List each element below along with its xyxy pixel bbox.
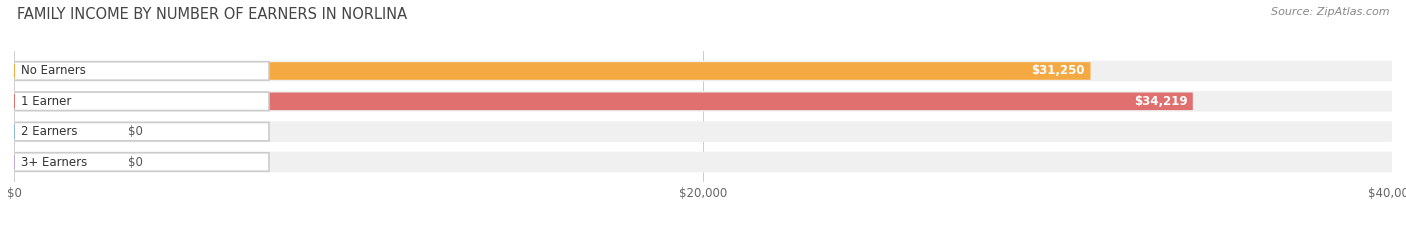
FancyBboxPatch shape [14,152,1392,172]
Text: $31,250: $31,250 [1032,65,1085,78]
FancyBboxPatch shape [14,121,1392,142]
FancyBboxPatch shape [14,61,1392,81]
FancyBboxPatch shape [14,153,118,171]
FancyBboxPatch shape [14,153,269,171]
Text: $34,219: $34,219 [1133,95,1187,108]
FancyBboxPatch shape [14,93,1192,110]
FancyBboxPatch shape [14,62,1091,80]
FancyBboxPatch shape [14,123,118,140]
Text: $0: $0 [128,125,143,138]
Text: 2 Earners: 2 Earners [21,125,77,138]
Text: 1 Earner: 1 Earner [21,95,72,108]
Text: No Earners: No Earners [21,65,86,78]
Text: FAMILY INCOME BY NUMBER OF EARNERS IN NORLINA: FAMILY INCOME BY NUMBER OF EARNERS IN NO… [17,7,406,22]
FancyBboxPatch shape [14,62,269,80]
Text: Source: ZipAtlas.com: Source: ZipAtlas.com [1271,7,1389,17]
FancyBboxPatch shape [14,92,269,111]
Text: $0: $0 [128,155,143,168]
FancyBboxPatch shape [14,122,269,141]
FancyBboxPatch shape [14,91,1392,112]
Text: 3+ Earners: 3+ Earners [21,155,87,168]
